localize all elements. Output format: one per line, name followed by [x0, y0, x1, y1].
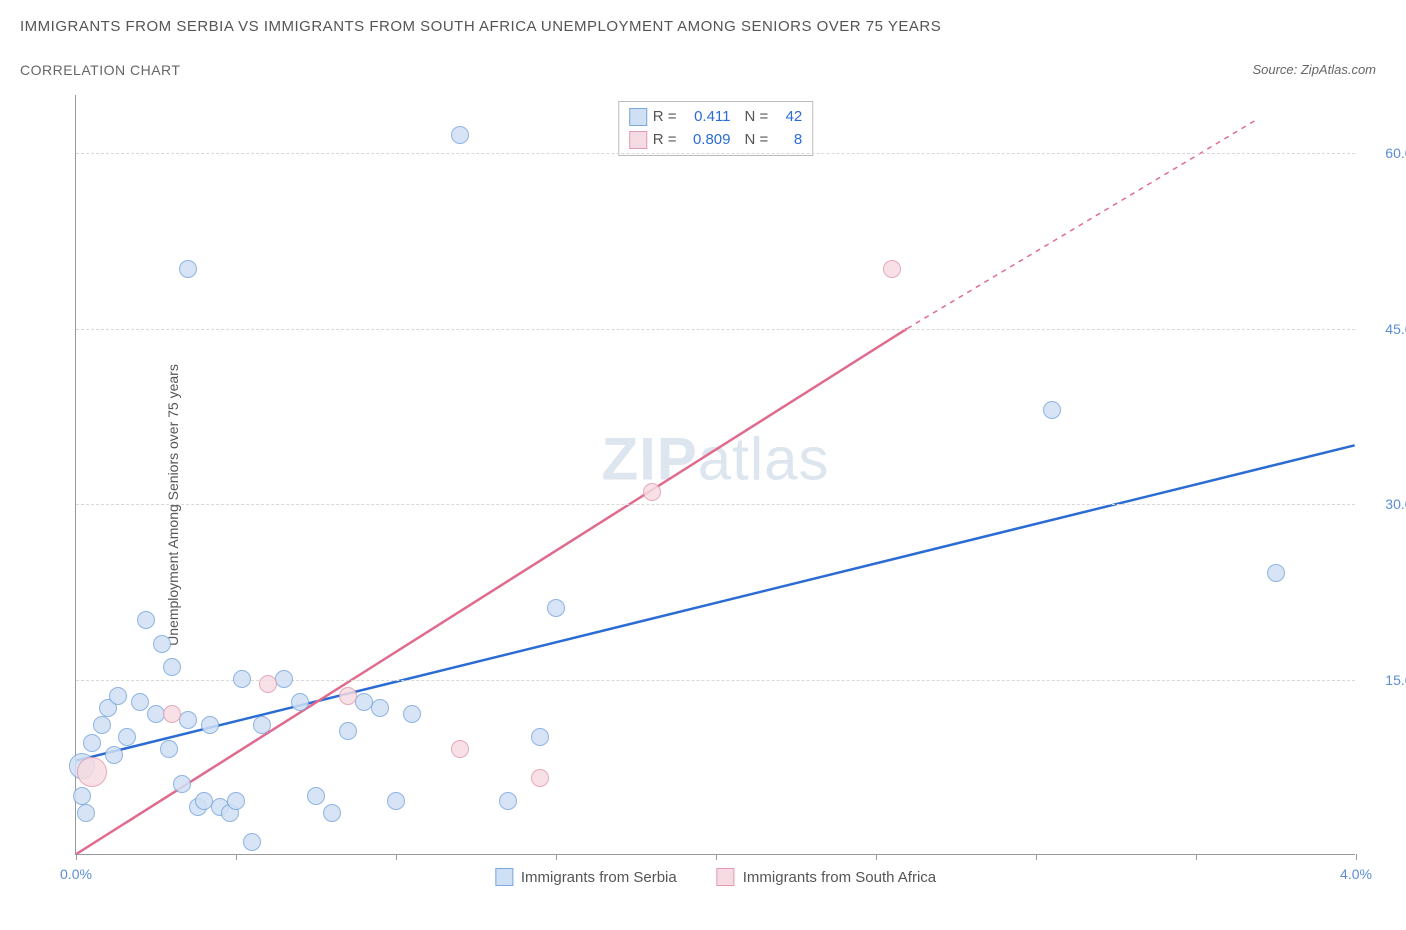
- scatter-point: [163, 705, 181, 723]
- legend-swatch: [629, 108, 647, 126]
- trend-lines: [76, 95, 1355, 854]
- stat-r-label: R =: [653, 129, 677, 152]
- y-tick-label: 15.0%: [1365, 672, 1406, 688]
- scatter-point: [201, 716, 219, 734]
- scatter-point: [163, 658, 181, 676]
- stats-row: R = 0.809 N =8: [629, 129, 803, 152]
- x-tick: [876, 854, 877, 860]
- stat-r-value: 0.809: [683, 129, 731, 152]
- scatter-point: [179, 260, 197, 278]
- x-tick: [76, 854, 77, 860]
- legend-label: Immigrants from Serbia: [521, 869, 677, 886]
- legend-swatch: [717, 868, 735, 886]
- legend-swatch: [629, 131, 647, 149]
- scatter-point: [643, 483, 661, 501]
- chart-title: IMMIGRANTS FROM SERBIA VS IMMIGRANTS FRO…: [20, 18, 941, 35]
- scatter-point: [323, 804, 341, 822]
- scatter-point: [531, 769, 549, 787]
- x-tick: [1036, 854, 1037, 860]
- x-tick: [236, 854, 237, 860]
- stat-n-label: N =: [745, 129, 769, 152]
- gridline: [76, 153, 1355, 154]
- scatter-point: [105, 746, 123, 764]
- scatter-point: [153, 635, 171, 653]
- scatter-point: [173, 775, 191, 793]
- stat-r-label: R =: [653, 106, 677, 129]
- gridline: [76, 329, 1355, 330]
- x-tick: [396, 854, 397, 860]
- gridline: [76, 504, 1355, 505]
- scatter-point: [531, 728, 549, 746]
- x-tick: [1196, 854, 1197, 860]
- bottom-legend: Immigrants from Serbia Immigrants from So…: [495, 868, 936, 886]
- legend-label: Immigrants from South Africa: [743, 869, 936, 886]
- scatter-point: [118, 728, 136, 746]
- scatter-point: [499, 792, 517, 810]
- legend-item: Immigrants from South Africa: [717, 868, 936, 886]
- stats-row: R = 0.411 N =42: [629, 106, 803, 129]
- scatter-point: [1043, 401, 1061, 419]
- watermark: ZIPatlas: [601, 425, 829, 494]
- scatter-point: [253, 716, 271, 734]
- scatter-point: [547, 599, 565, 617]
- y-tick-label: 60.0%: [1365, 145, 1406, 161]
- scatter-point: [160, 740, 178, 758]
- scatter-point: [291, 693, 309, 711]
- scatter-point: [131, 693, 149, 711]
- legend-swatch: [495, 868, 513, 886]
- chart-container: Unemployment Among Seniors over 75 years…: [20, 95, 1386, 915]
- chart-source: Source: ZipAtlas.com: [1252, 62, 1376, 77]
- scatter-point: [307, 787, 325, 805]
- x-tick: [716, 854, 717, 860]
- scatter-point: [77, 757, 107, 787]
- scatter-point: [179, 711, 197, 729]
- scatter-point: [339, 687, 357, 705]
- scatter-point: [451, 126, 469, 144]
- scatter-point: [339, 722, 357, 740]
- y-tick-label: 30.0%: [1365, 496, 1406, 512]
- scatter-point: [233, 670, 251, 688]
- watermark-plain: atlas: [698, 426, 830, 493]
- scatter-point: [275, 670, 293, 688]
- scatter-point: [1267, 564, 1285, 582]
- scatter-point: [109, 687, 127, 705]
- scatter-point: [77, 804, 95, 822]
- scatter-point: [403, 705, 421, 723]
- scatter-point: [387, 792, 405, 810]
- scatter-point: [243, 833, 261, 851]
- x-tick-label: 0.0%: [60, 866, 92, 882]
- stats-legend-box: R = 0.411 N =42 R = 0.809 N =8: [618, 101, 814, 156]
- scatter-point: [371, 699, 389, 717]
- chart-subtitle: CORRELATION CHART: [20, 62, 180, 78]
- x-tick: [556, 854, 557, 860]
- stat-n-value: 42: [774, 106, 802, 129]
- stat-n-label: N =: [745, 106, 769, 129]
- y-tick-label: 45.0%: [1365, 321, 1406, 337]
- scatter-point: [137, 611, 155, 629]
- scatter-point: [73, 787, 91, 805]
- x-tick-label: 4.0%: [1340, 866, 1372, 882]
- stat-n-value: 8: [774, 129, 802, 152]
- x-tick: [1356, 854, 1357, 860]
- stat-r-value: 0.411: [683, 106, 731, 129]
- scatter-point: [227, 792, 245, 810]
- plot-area: ZIPatlas R =0.411N =42R =0.809N =8 Immig…: [75, 95, 1355, 855]
- scatter-point: [883, 260, 901, 278]
- legend-item: Immigrants from Serbia: [495, 868, 677, 886]
- scatter-point: [451, 740, 469, 758]
- scatter-point: [93, 716, 111, 734]
- scatter-point: [83, 734, 101, 752]
- scatter-point: [259, 675, 277, 693]
